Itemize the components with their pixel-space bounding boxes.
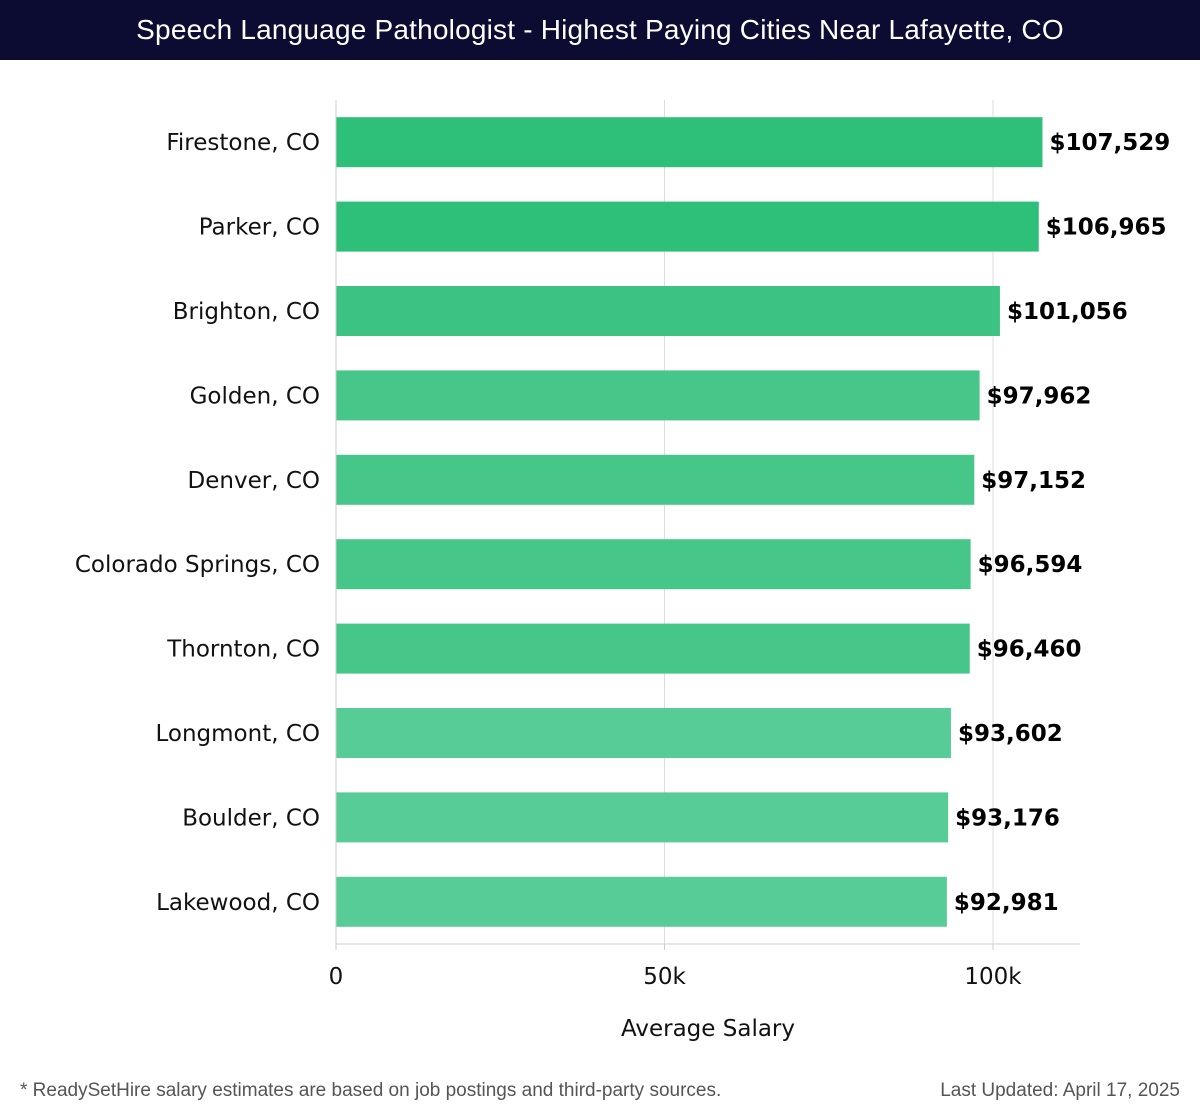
category-label: Golden, CO xyxy=(190,383,320,409)
last-updated: Last Updated: April 17, 2025 xyxy=(940,1080,1180,1101)
footer-note: * ReadySetHire salary estimates are base… xyxy=(20,1080,722,1101)
x-tick-label: 100k xyxy=(964,964,1022,990)
value-label: $92,981 xyxy=(954,890,1059,916)
value-label: $101,056 xyxy=(1007,299,1128,325)
category-label: Thornton, CO xyxy=(166,637,320,663)
bar xyxy=(336,708,951,758)
bar xyxy=(336,286,1000,336)
bar-chart: Firestone, CO $107,529 Parker, CO $106,965 B… xyxy=(75,100,1170,1042)
category-label: Brighton, CO xyxy=(173,299,320,325)
bar xyxy=(336,623,970,674)
category-label: Parker, CO xyxy=(199,215,320,241)
value-label: $93,176 xyxy=(955,805,1060,831)
value-label: $97,152 xyxy=(981,468,1086,494)
bar xyxy=(336,454,975,505)
bar xyxy=(336,117,1043,168)
category-label: Lakewood, CO xyxy=(156,890,320,916)
category-label: Colorado Springs, CO xyxy=(75,552,320,578)
bar xyxy=(336,201,1039,252)
x-tick-label: 0 xyxy=(329,964,344,990)
value-label: $96,594 xyxy=(978,552,1083,578)
bar xyxy=(336,876,947,927)
category-label: Firestone, CO xyxy=(166,130,320,156)
x-axis-title: Average Salary xyxy=(621,1016,795,1042)
category-label: Denver, CO xyxy=(188,468,320,494)
bar xyxy=(336,539,971,590)
category-label: Boulder, CO xyxy=(182,805,320,831)
title-bar: Speech Language Pathologist - Highest Pa… xyxy=(0,0,1200,60)
value-label: $106,965 xyxy=(1046,215,1167,241)
bar xyxy=(336,792,949,843)
bar xyxy=(336,370,980,421)
value-label: $93,602 xyxy=(958,721,1063,747)
value-label: $107,529 xyxy=(1049,130,1170,156)
chart-title: Speech Language Pathologist - Highest Pa… xyxy=(136,14,1064,45)
value-label: $96,460 xyxy=(977,637,1082,663)
x-tick-label: 50k xyxy=(643,964,686,990)
category-label: Longmont, CO xyxy=(155,721,320,747)
value-label: $97,962 xyxy=(987,383,1092,409)
